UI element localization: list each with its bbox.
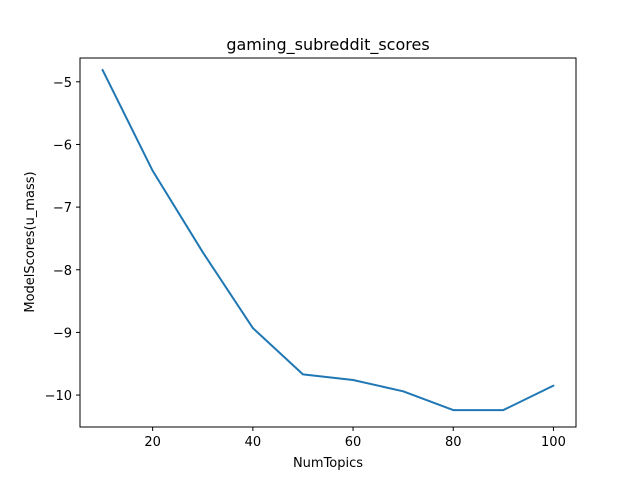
x-axis: 20 40 60 80 100 [144, 427, 566, 450]
x-tick-label: 100 [541, 435, 566, 450]
axes-frame [79, 57, 577, 428]
x-tick-label: 20 [144, 435, 161, 450]
y-axis-label: ModelScores(u_mass) [23, 171, 38, 312]
y-tick-label: −10 [45, 389, 72, 404]
series-line [101, 68, 555, 412]
y-tick-label: −7 [53, 201, 72, 216]
y-tick-label: −5 [53, 76, 72, 91]
plot-area [101, 68, 555, 412]
x-tick-label: 40 [245, 435, 262, 450]
chart-title: gaming_subreddit_scores [226, 35, 429, 55]
x-tick-label: 60 [345, 435, 362, 450]
y-tick-label: −8 [53, 264, 72, 279]
x-axis-label: NumTopics [293, 456, 363, 471]
y-axis: −10 −9 −8 −7 −6 −5 [45, 76, 80, 404]
y-tick-label: −6 [53, 138, 72, 153]
x-tick-label: 80 [445, 435, 462, 450]
y-tick-label: −9 [53, 326, 72, 341]
